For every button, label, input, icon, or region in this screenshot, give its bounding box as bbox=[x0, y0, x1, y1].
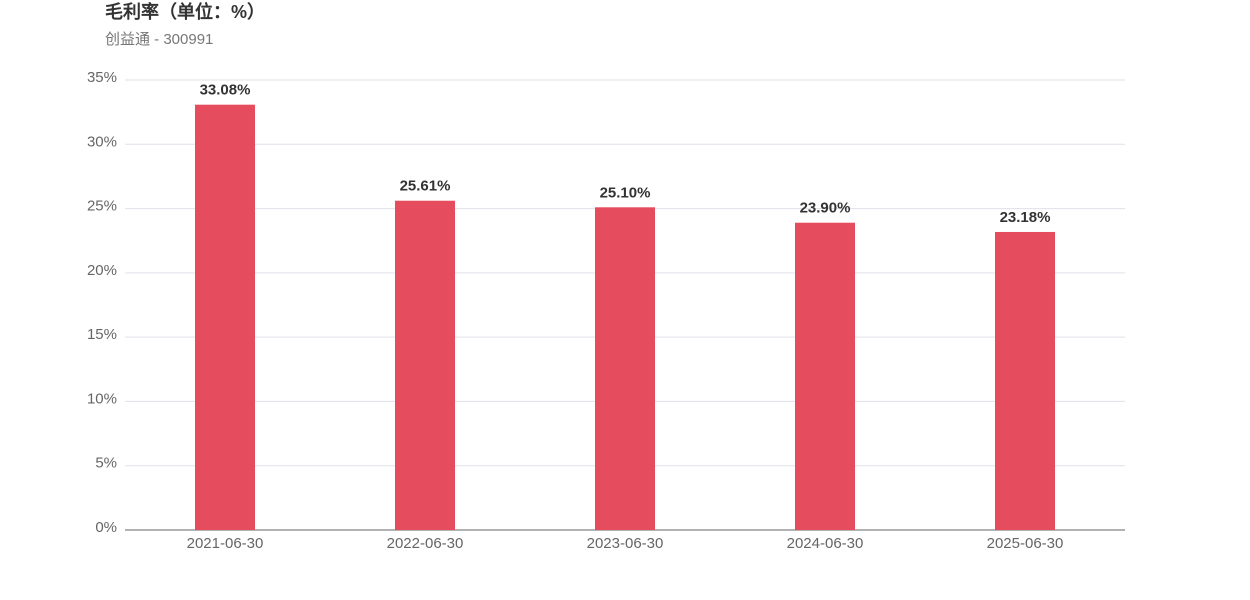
bar bbox=[195, 104, 255, 530]
y-tick-label: 20% bbox=[87, 262, 117, 279]
bar bbox=[395, 200, 455, 530]
y-tick-label: 15% bbox=[87, 326, 117, 343]
value-label: 25.10% bbox=[600, 184, 651, 201]
x-tick-label: 2021-06-30 bbox=[187, 535, 264, 552]
value-label: 23.18% bbox=[1000, 209, 1051, 226]
bar bbox=[595, 207, 655, 531]
x-tick-label: 2024-06-30 bbox=[787, 535, 864, 552]
bar bbox=[795, 222, 855, 530]
value-label: 25.61% bbox=[400, 178, 451, 195]
value-label: 23.90% bbox=[800, 200, 851, 217]
value-label: 33.08% bbox=[200, 82, 251, 99]
x-tick-label: 2022-06-30 bbox=[387, 535, 464, 552]
bar bbox=[995, 231, 1055, 530]
y-tick-label: 25% bbox=[87, 198, 117, 215]
y-tick-label: 30% bbox=[87, 133, 117, 150]
x-tick-label: 2023-06-30 bbox=[587, 535, 664, 552]
x-tick-label: 2025-06-30 bbox=[987, 535, 1064, 552]
y-tick-label: 0% bbox=[95, 519, 117, 536]
y-tick-label: 5% bbox=[95, 455, 117, 472]
chart-title: 毛利率（单位：%） bbox=[105, 1, 265, 22]
y-tick-label: 35% bbox=[87, 69, 117, 86]
y-tick-label: 10% bbox=[87, 390, 117, 407]
chart-subtitle: 创益通 - 300991 bbox=[105, 31, 213, 48]
